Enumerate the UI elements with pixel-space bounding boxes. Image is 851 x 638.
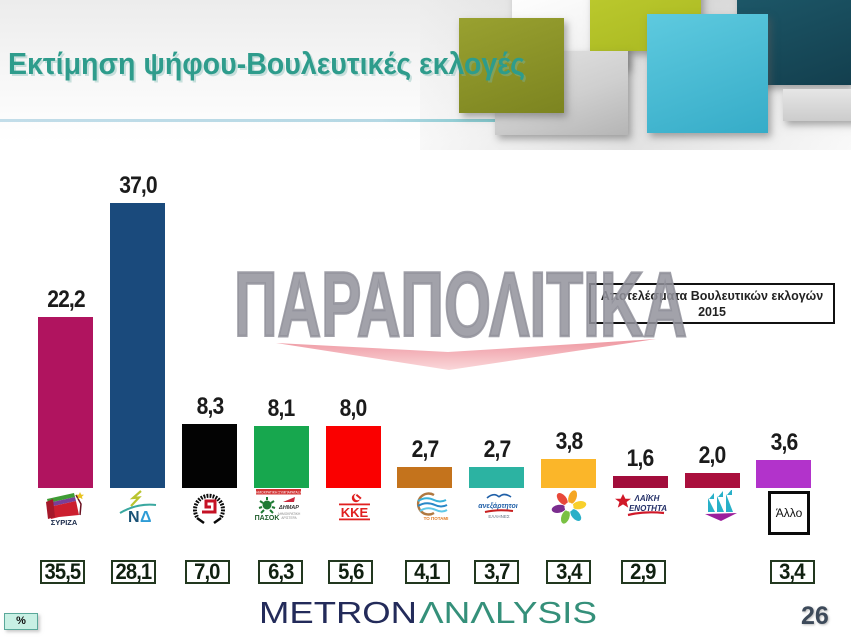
svg-text:Εκτίμηση ψήφου-Βουλευτικές εκλ: Εκτίμηση ψήφου-Βουλευτικές εκλογές: [8, 46, 525, 81]
svg-text:ΠΑΣΟΚ: ΠΑΣΟΚ: [255, 515, 279, 522]
svg-text:ΣΥΡΙΖΑ: ΣΥΡΙΖΑ: [51, 518, 78, 526]
svg-text:ΔΗΜΑΡ: ΔΗΜΑΡ: [278, 505, 299, 511]
svg-text:ΛΝΛLYSIS: ΛΝΛLYSIS: [419, 595, 597, 630]
svg-text:ΔΗΜΟΚΡΑΤΙΚΗ: ΔΗΜΟΚΡΑΤΙΚΗ: [278, 512, 301, 516]
svg-text:ΕΛΛΗΝΕΣ: ΕΛΛΗΝΕΣ: [488, 514, 510, 519]
svg-text:ΔΗΜΟΚΡΑΤΙΚΗ ΣΥΜΠΑΡΑΤΑΞΗ: ΔΗΜΟΚΡΑΤΙΚΗ ΣΥΜΠΑΡΑΤΑΞΗ: [255, 490, 303, 494]
svg-text:ΛΑΪΚΗ: ΛΑΪΚΗ: [634, 494, 660, 503]
svg-text:ΕΝΟΤΗΤΑ: ΕΝΟΤΗΤΑ: [629, 504, 667, 513]
svg-text:ΠΑΡΑΠΟΛΙΤΙΚΑ: ΠΑΡΑΠΟΛΙΤΙΚΑ: [234, 254, 687, 356]
svg-text:ΤΟ ΠΟΤΑΜΙ: ΤΟ ΠΟΤΑΜΙ: [424, 516, 449, 521]
svg-text:Ν: Ν: [128, 509, 140, 526]
svg-text:Εκτίμηση ψήφου-Βουλευτικές εκλ: Εκτίμηση ψήφου-Βουλευτικές εκλογές: [10, 48, 527, 83]
svg-text:ΚΚΕ: ΚΚΕ: [341, 505, 369, 520]
svg-text:ανεξάρτητοι: ανεξάρτητοι: [478, 503, 517, 510]
svg-text:Δ: Δ: [140, 509, 152, 526]
svg-text:METRON: METRON: [259, 595, 417, 630]
svg-text:ΑΡΙΣΤΕΡΑ: ΑΡΙΣΤΕΡΑ: [281, 516, 297, 520]
